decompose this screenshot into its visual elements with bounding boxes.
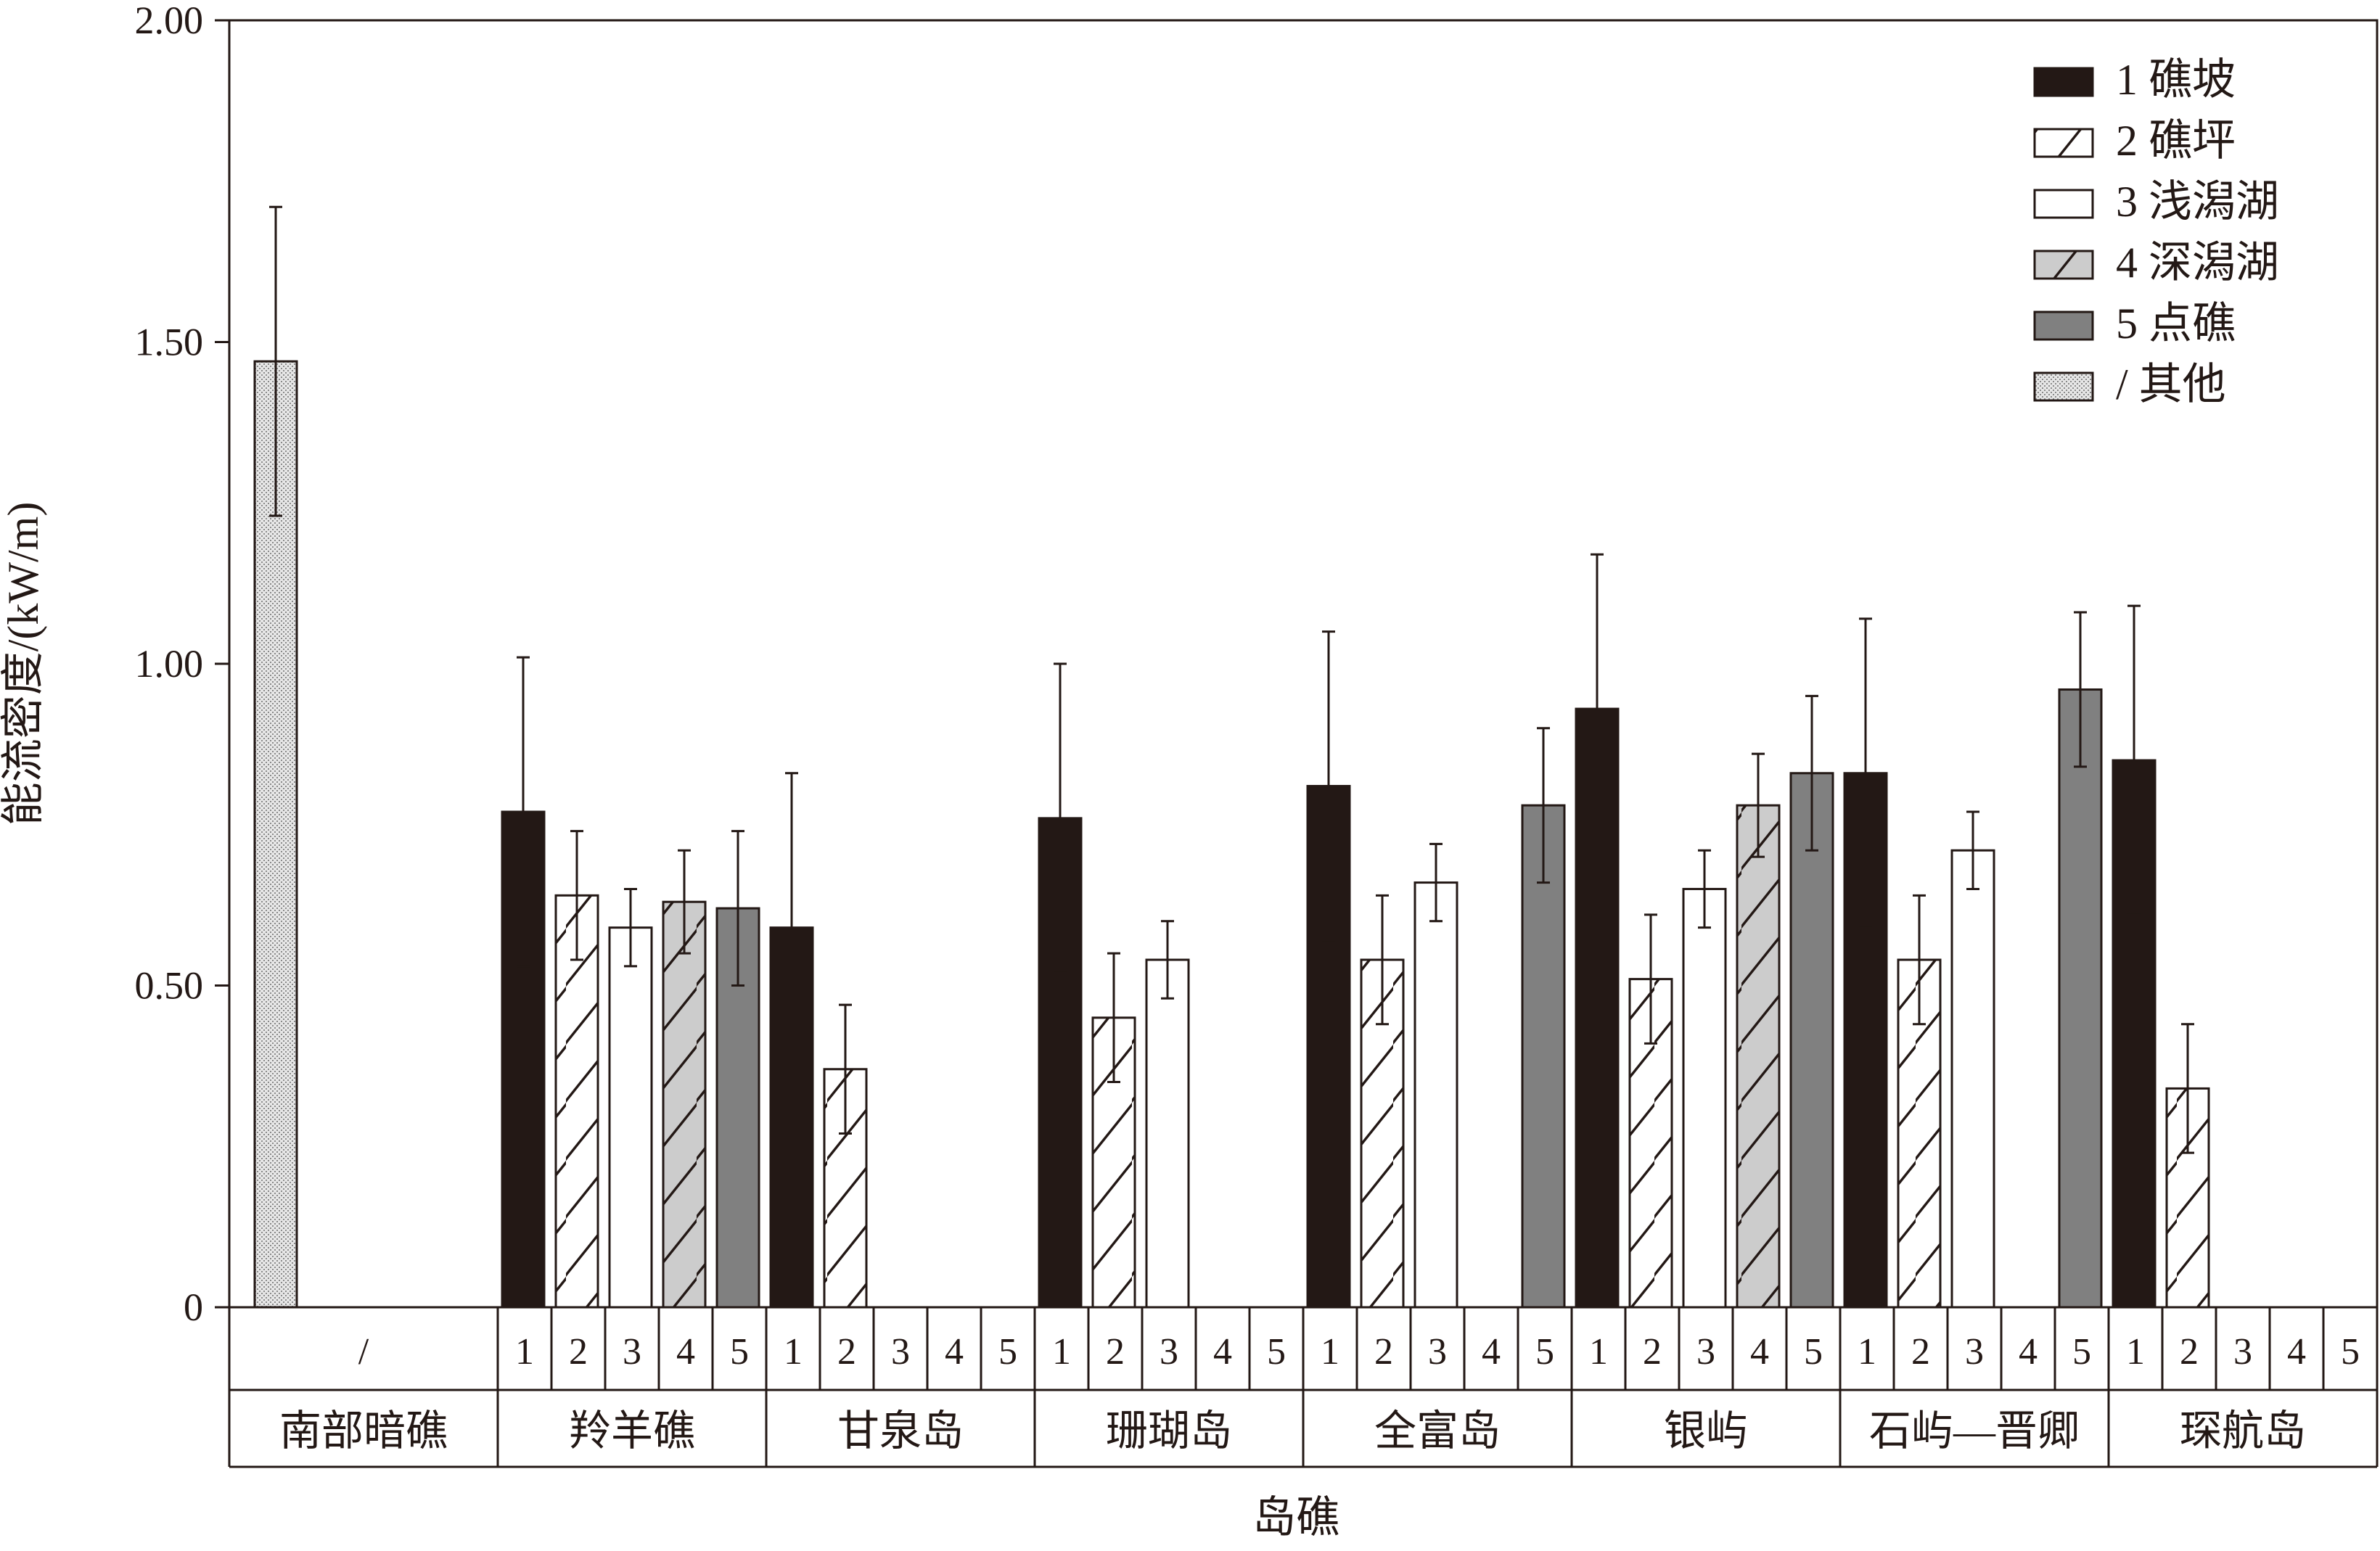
category-label: 2 xyxy=(1374,1331,1393,1373)
bar xyxy=(608,926,653,1309)
category-label: 2 xyxy=(2180,1331,2199,1373)
category-label: 3 xyxy=(891,1331,910,1373)
legend-label: 5 点礁 xyxy=(2116,300,2236,347)
category-label: 2 xyxy=(569,1331,588,1373)
category-label: 5 xyxy=(2072,1331,2091,1373)
legend-label: / 其他 xyxy=(2116,361,2226,408)
group-label: 甘泉岛 xyxy=(837,1407,964,1455)
legend-label: 2 礁坪 xyxy=(2116,117,2236,165)
x-axis-title: 岛礁 xyxy=(1252,1494,1339,1542)
group-label: 全富岛 xyxy=(1374,1407,1501,1455)
category-label: 5 xyxy=(730,1331,749,1373)
category-label: 2 xyxy=(1911,1331,1930,1373)
y-tick-label: 0.50 xyxy=(135,964,204,1008)
bar xyxy=(1736,804,1781,1309)
group-label: 琛航岛 xyxy=(2180,1407,2306,1455)
category-label: 5 xyxy=(1804,1331,1823,1373)
category-label: 4 xyxy=(676,1331,695,1373)
group-label: 石屿—晋卿 xyxy=(1869,1407,2080,1455)
legend-label: 3 浅潟湖 xyxy=(2116,178,2279,226)
group-label: 南部暗礁 xyxy=(279,1407,448,1455)
category-label: 5 xyxy=(998,1331,1017,1373)
category-label: 4 xyxy=(2287,1331,2306,1373)
legend-label: 1 礁坡 xyxy=(2116,56,2236,104)
bar xyxy=(1682,887,1727,1309)
bar xyxy=(1950,849,1995,1309)
bar xyxy=(1145,958,1190,1309)
category-label: 2 xyxy=(1106,1331,1125,1373)
category-label: 5 xyxy=(2341,1331,2360,1373)
legend-swatch xyxy=(2033,250,2094,280)
category-table: /1 2 3 4 5 1 2 3 4 5 1 2 3 4 5 1 2 3 4 5 1 2 3 4 5 1 2 3 4 5 1 2 3 4 5南部暗礁… xyxy=(228,1307,2379,1468)
bar xyxy=(2058,688,2103,1309)
category-label: 1 xyxy=(1052,1331,1071,1373)
legend: 1 礁坡 2 礁坪 3 浅潟湖 4 深潟湖 5 点礁 / 其他 xyxy=(2033,56,2279,408)
category-label: 4 xyxy=(945,1331,964,1373)
bar xyxy=(1575,707,1620,1309)
y-tick-label: 2.00 xyxy=(135,0,204,42)
legend-swatch xyxy=(2033,189,2094,219)
group-label: 银屿 xyxy=(1664,1407,1748,1455)
category-label: 3 xyxy=(2233,1331,2252,1373)
category-label: 5 xyxy=(1267,1331,1286,1373)
legend-label: 4 深潟湖 xyxy=(2116,239,2279,287)
bar xyxy=(1789,772,1834,1309)
y-tick-label: 1.00 xyxy=(135,642,204,686)
legend-swatch xyxy=(2033,128,2094,158)
bar xyxy=(554,894,599,1309)
category-label: 1 xyxy=(1321,1331,1339,1373)
category-label: 1 xyxy=(784,1331,803,1373)
category-label: 4 xyxy=(2019,1331,2038,1373)
y-tick-label: 0 xyxy=(184,1285,203,1329)
category-label: 1 xyxy=(2126,1331,2145,1373)
category-label: 4 xyxy=(1213,1331,1232,1373)
category-label: 3 xyxy=(1696,1331,1715,1373)
error-bars xyxy=(269,205,2194,1154)
legend-swatch xyxy=(2033,310,2094,341)
bar-marks xyxy=(253,360,2210,1309)
category-label: 1 xyxy=(1589,1331,1608,1373)
category-label: 5 xyxy=(1535,1331,1554,1373)
category-label: 1 xyxy=(1858,1331,1876,1373)
category-label: / xyxy=(358,1331,369,1373)
y-axis: 0 0.50 1.00 1.50 2.00 xyxy=(135,0,229,1329)
legend-swatch xyxy=(2033,371,2094,402)
category-label: 1 xyxy=(515,1331,534,1373)
y-axis-title: 能流密度/(kW/m) xyxy=(0,502,47,826)
legend-swatch xyxy=(2033,67,2094,97)
bar xyxy=(1413,881,1458,1309)
category-label: 4 xyxy=(1750,1331,1769,1373)
y-tick-label: 1.50 xyxy=(135,321,204,364)
category-label: 3 xyxy=(623,1331,641,1373)
category-label: 3 xyxy=(1428,1331,1447,1373)
category-label: 3 xyxy=(1965,1331,1984,1373)
category-label: 2 xyxy=(837,1331,856,1373)
bar xyxy=(662,900,707,1309)
group-label: 珊瑚岛 xyxy=(1106,1407,1232,1455)
category-label: 4 xyxy=(1482,1331,1501,1373)
category-label: 3 xyxy=(1160,1331,1178,1373)
category-label: 2 xyxy=(1643,1331,1662,1373)
group-label: 羚羊礁 xyxy=(569,1407,695,1455)
